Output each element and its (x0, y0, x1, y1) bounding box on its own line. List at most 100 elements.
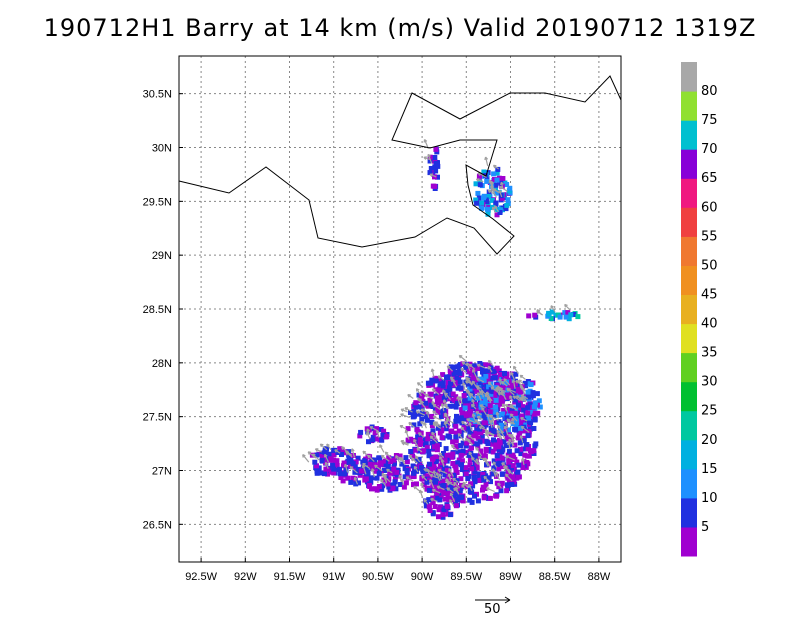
colorbar: 5 10 15 20 25 30 35 40 45 50 55 60 65 70 75 80 (681, 62, 718, 557)
echo-pixel (548, 316, 554, 321)
echo-pixel (374, 475, 380, 481)
echo-pixel (525, 410, 531, 416)
echo-pixel (370, 437, 376, 443)
echo-pixel (345, 475, 351, 481)
echo-pixel (435, 399, 441, 405)
wind-vector (468, 422, 473, 432)
echo-pixel (458, 385, 464, 391)
echo-pixel (469, 439, 475, 444)
wind-vector (444, 412, 450, 420)
echo-pixel (505, 469, 511, 475)
echo-pixel (497, 437, 502, 443)
echo-pixel (451, 403, 457, 409)
colorbar-segment (681, 294, 697, 325)
wind-vector (420, 390, 427, 396)
echo-pixel (365, 470, 371, 475)
colorbar-label: 60 (701, 200, 718, 215)
echo-pixel (467, 462, 473, 468)
echo-pixel (415, 411, 421, 417)
echo-pixel (459, 410, 465, 416)
wind-vector (438, 473, 443, 481)
colorbar-segment (681, 62, 697, 92)
echo-pixel (474, 200, 480, 206)
echo-pixel (425, 431, 431, 437)
wind-vector (386, 468, 393, 474)
wind-vector (341, 446, 348, 453)
echo-pixel (476, 195, 482, 201)
wind-vector (440, 403, 445, 412)
echo-pixel (473, 181, 479, 187)
echo-pixel (423, 473, 429, 479)
echo-pixel (515, 435, 521, 441)
echo-pixel (443, 388, 449, 394)
echo-pixel (433, 479, 438, 485)
wind-vector (485, 487, 495, 493)
echo-pixel (353, 459, 359, 465)
echo-pixel (491, 171, 497, 177)
echo-pixel (505, 475, 511, 481)
echo-pixel (486, 475, 492, 481)
echo-pixel (491, 437, 496, 443)
echo-pixel (453, 464, 459, 470)
echo-pixel (498, 488, 504, 494)
wind-vector (507, 388, 516, 393)
echo-pixel (549, 309, 555, 315)
wind-vector (461, 484, 467, 491)
lat-tick-label: 28.5N (143, 304, 172, 316)
echo-pixel (527, 426, 533, 432)
echo-pixel (482, 411, 488, 417)
echo-pixel (493, 404, 499, 410)
echo-pixel (467, 409, 473, 414)
colorbar-label: 5 (701, 520, 709, 535)
wind-vector (465, 376, 473, 386)
echo-pixel (362, 458, 368, 464)
wind-vector (509, 404, 516, 410)
wind-vector (432, 410, 439, 416)
wind-vector (395, 454, 401, 464)
echo-pixel (506, 394, 512, 400)
echo-pixel (531, 410, 537, 416)
wind-vector (314, 448, 322, 453)
wind-vector (442, 389, 447, 398)
echo-pixel (501, 408, 507, 413)
echo-pixel (386, 484, 392, 490)
wind-vector (400, 457, 406, 466)
echo-pixel (401, 484, 407, 490)
echo-pixel (385, 465, 391, 470)
wind-vector (405, 476, 414, 482)
echo-pixel (441, 451, 446, 456)
echo-pixel (504, 434, 510, 440)
colorbar-segment (681, 352, 697, 383)
echo-pixel (342, 471, 348, 477)
echo-pixel (481, 477, 487, 483)
echo-pixel (449, 497, 455, 503)
echo-pixel (515, 402, 521, 408)
wind-vector (302, 454, 310, 463)
echo-pixel (503, 443, 509, 449)
echo-pixel (437, 497, 443, 503)
echo-pixel (516, 392, 522, 398)
echo-pixel (449, 486, 455, 492)
echo-pixel (513, 381, 518, 387)
echo-pixel (478, 376, 484, 382)
echo-pixel (440, 478, 446, 484)
coastline (178, 75, 622, 255)
echo-pixel (405, 426, 411, 432)
echo-pixel (446, 455, 451, 461)
echo-pixel (352, 466, 358, 472)
wind-vector (504, 421, 509, 429)
echo-pixel (454, 413, 459, 419)
echo-pixel (526, 415, 532, 421)
lon-tick-label: 92.5W (185, 571, 217, 583)
reference-vector-label: 50 (484, 602, 501, 617)
echo-pixel (490, 369, 496, 375)
echo-pixel (428, 166, 434, 171)
echo-pixel (493, 182, 499, 188)
wind-vector (500, 381, 508, 387)
wind-vector (437, 468, 448, 475)
echo-pixel (471, 363, 477, 369)
echo-pixel (478, 430, 484, 436)
echo-pixel (500, 176, 506, 181)
echo-pixel (472, 415, 478, 421)
echo-pixel (312, 459, 318, 465)
